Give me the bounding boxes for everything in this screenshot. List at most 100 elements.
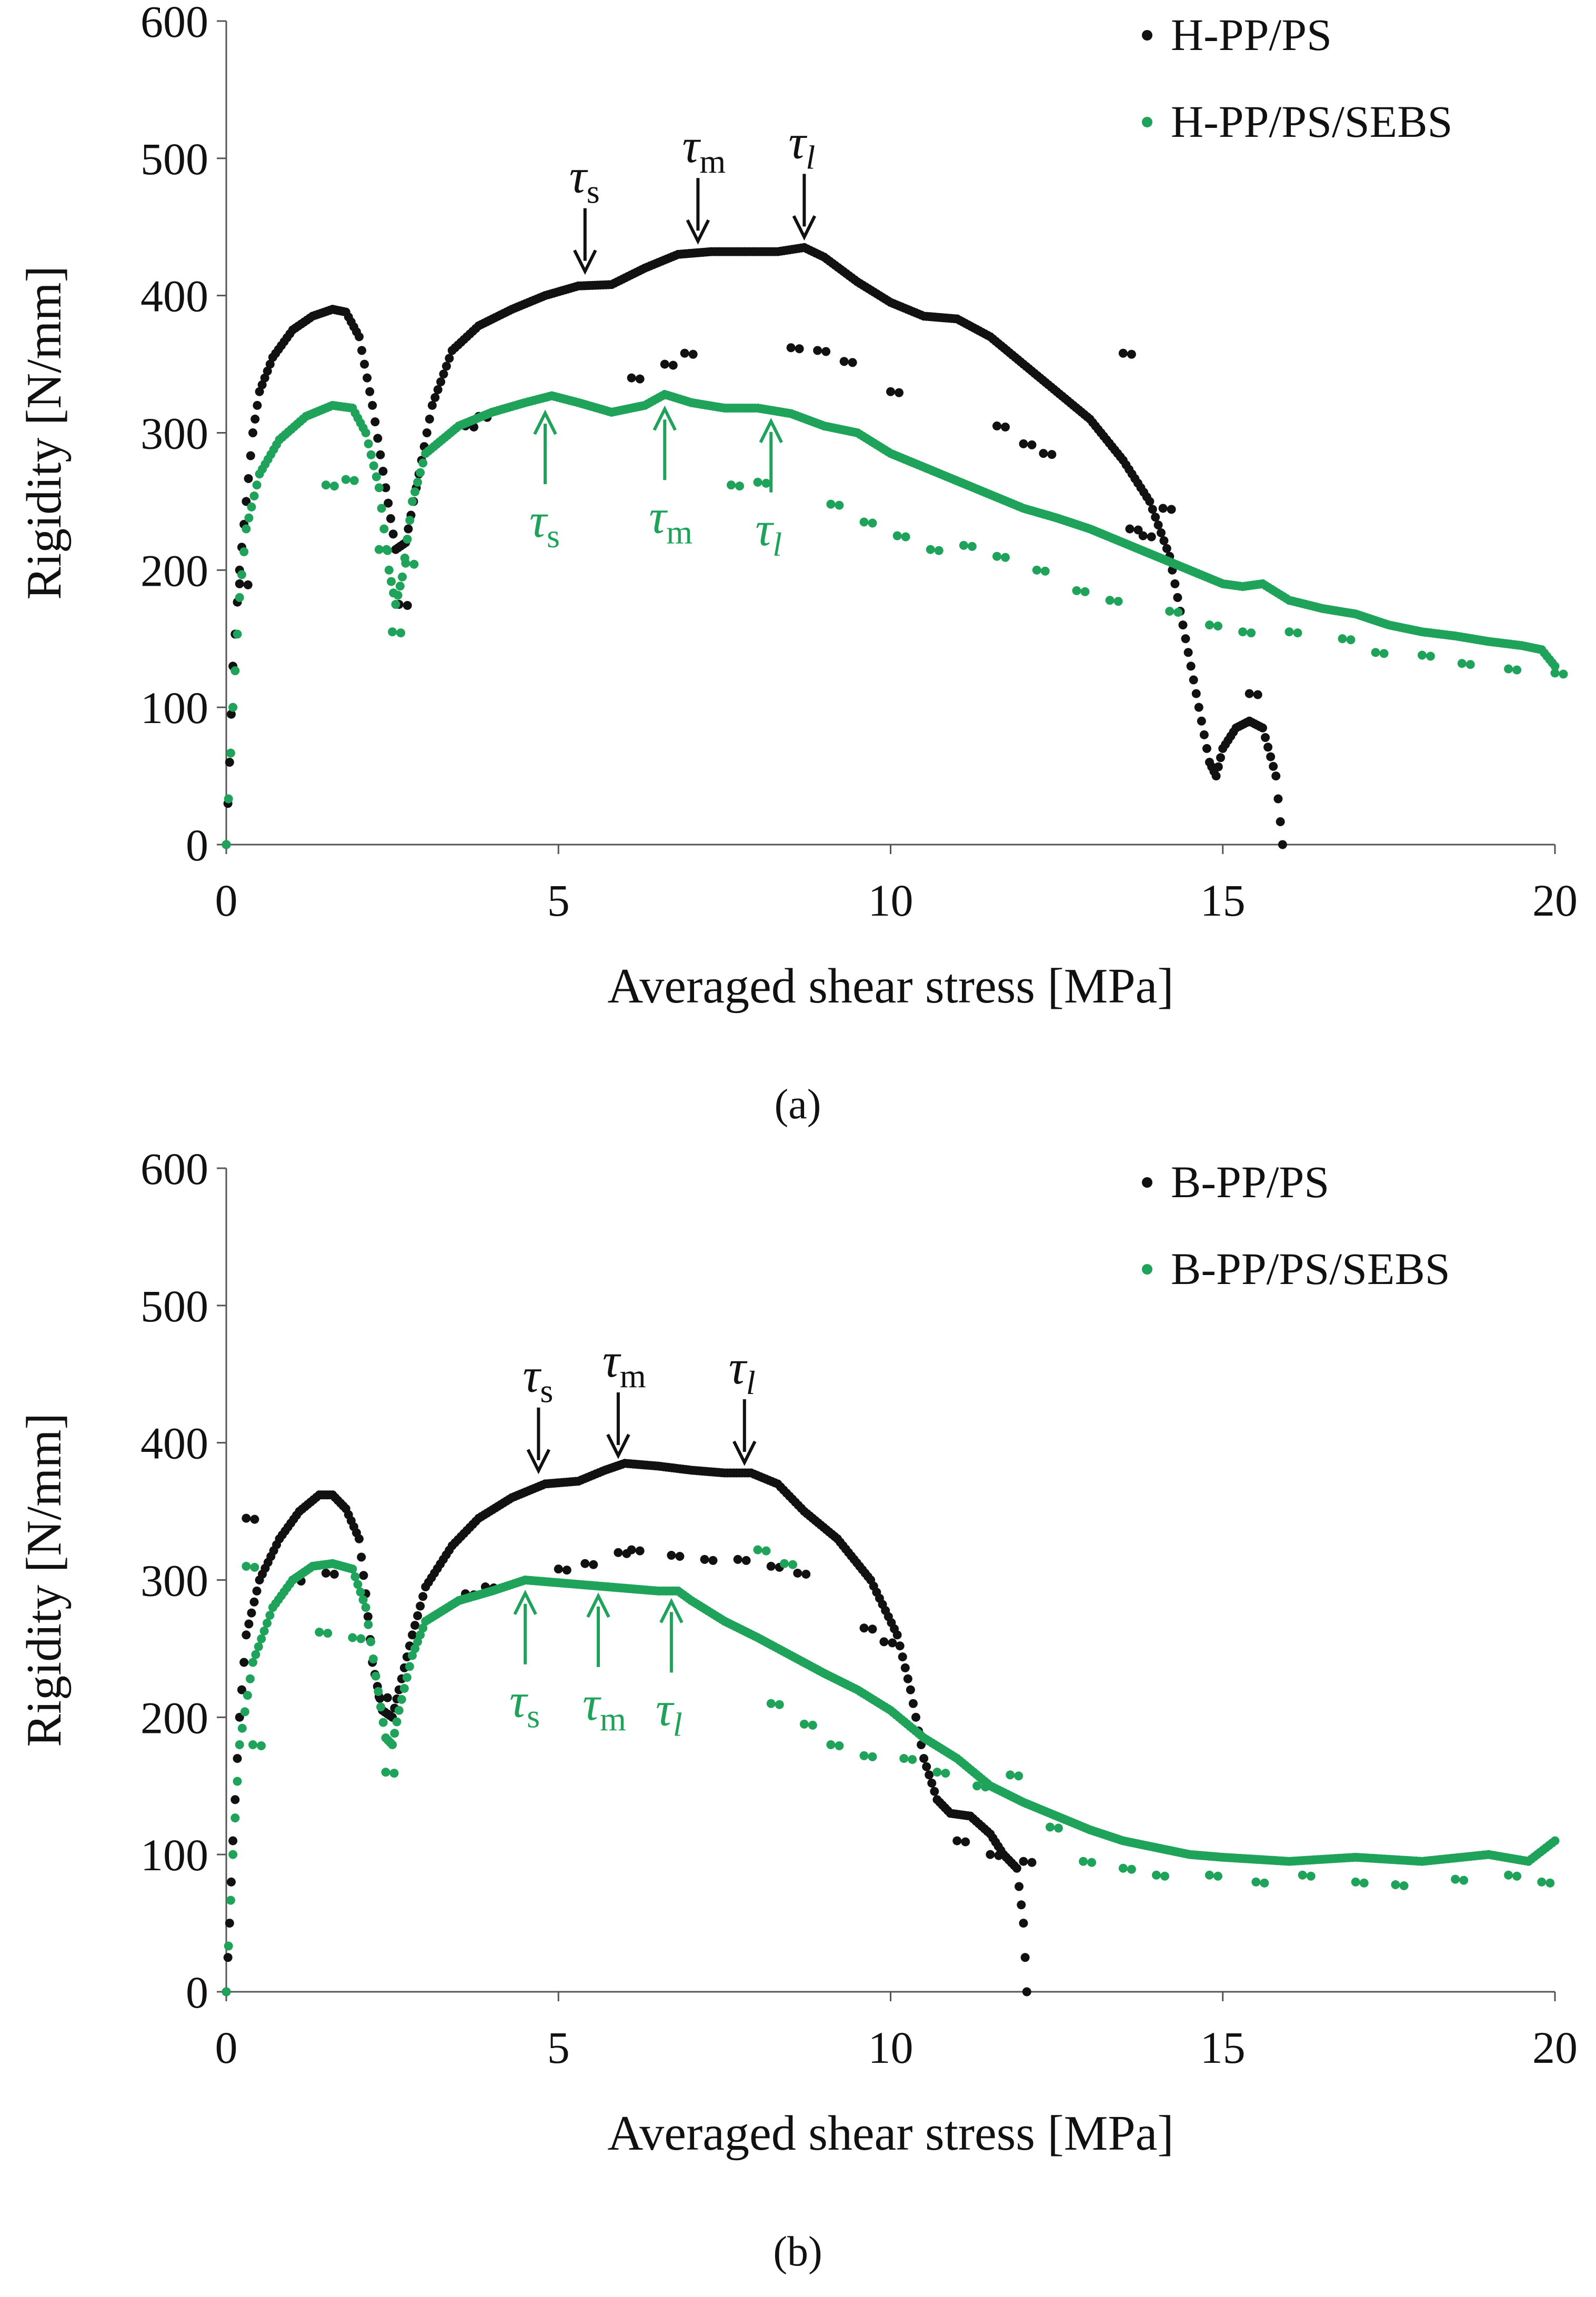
data-point [892, 1630, 902, 1640]
data-point [986, 1850, 995, 1859]
data-point [839, 357, 849, 366]
data-point [225, 758, 234, 767]
data-point [323, 1629, 333, 1638]
tau-symbol: τ [682, 119, 701, 173]
data-point [1263, 743, 1273, 752]
data-point [554, 1564, 563, 1574]
y-tick-label: 500 [140, 1281, 208, 1331]
data-point [1080, 587, 1090, 596]
y-tick-label: 200 [140, 545, 208, 596]
data-point [388, 1740, 397, 1749]
legend-marker [1142, 117, 1152, 127]
data-point [242, 1630, 251, 1640]
data-point [1113, 597, 1123, 606]
data-point [247, 502, 256, 511]
data-point [614, 1548, 623, 1557]
data-point [1306, 1871, 1316, 1881]
data-point [396, 628, 406, 638]
data-point [1512, 1871, 1522, 1881]
data-point [348, 1564, 357, 1574]
data-point [741, 1556, 751, 1565]
data-point [1145, 497, 1155, 506]
data-point [228, 1836, 238, 1845]
data-point [233, 629, 242, 639]
data-point [237, 1685, 246, 1694]
data-point [390, 1729, 399, 1738]
data-point [888, 1638, 897, 1648]
data-point [886, 387, 895, 396]
tau-subscript: s [527, 1698, 540, 1735]
data-point [401, 558, 410, 568]
data-point [727, 480, 736, 490]
tau-label-black: τm [603, 1333, 646, 1395]
y-tick-label: 100 [140, 1830, 208, 1880]
data-point [368, 1654, 378, 1663]
data-point [1170, 579, 1180, 588]
data-point [224, 1941, 233, 1951]
data-point [356, 1634, 366, 1643]
data-point [1014, 1771, 1023, 1781]
data-point [329, 482, 339, 491]
arrow-head [533, 409, 557, 435]
data-point [700, 1554, 709, 1564]
data-point [353, 1580, 363, 1589]
data-point [427, 400, 437, 410]
data-point [263, 1618, 272, 1628]
data-point [250, 414, 260, 424]
data-point [235, 579, 244, 588]
y-tick-label: 400 [140, 271, 208, 322]
data-point [1199, 730, 1209, 739]
tau-subscript: l [772, 526, 782, 563]
data-point [321, 480, 330, 490]
data-point [410, 487, 420, 497]
data-point [1151, 513, 1160, 522]
panel-b: 0 100 200 300 400 500 600 0 5 10 15 20 Averaged shea… [0, 1144, 1596, 2294]
data-point [248, 1658, 257, 1667]
legend-label: B-PP/PS/SEBS [1171, 1243, 1450, 1294]
data-point [1399, 1881, 1409, 1891]
arrow-head [759, 418, 783, 444]
data-point [1020, 1953, 1030, 1962]
data-point [361, 428, 370, 437]
tau-label-black: τl [788, 115, 815, 176]
data-point [927, 1779, 937, 1788]
data-point [1138, 531, 1148, 540]
data-point [660, 359, 669, 369]
data-point [1213, 762, 1223, 771]
data-point [892, 531, 902, 540]
data-point [959, 540, 968, 550]
data-point [898, 1652, 907, 1662]
data-point [1015, 1882, 1024, 1891]
data-point [244, 1619, 254, 1629]
data-point [357, 346, 367, 355]
tau-subscript: l [746, 1364, 756, 1401]
tau-symbol: τ [569, 149, 588, 203]
arrow-head [686, 219, 710, 245]
data-point [799, 1719, 809, 1729]
data-point [1158, 504, 1168, 513]
data-point [418, 1592, 428, 1601]
data-point [1012, 1863, 1021, 1873]
data-point [259, 1626, 269, 1636]
data-point [1550, 661, 1560, 671]
data-point [237, 570, 246, 579]
data-point [397, 1694, 406, 1704]
data-point [1047, 450, 1057, 459]
data-point [1039, 449, 1048, 458]
tau-label-green: τl [755, 502, 782, 563]
data-point [398, 572, 407, 581]
data-point [257, 1634, 266, 1643]
data-point [242, 1561, 251, 1571]
data-point [859, 1751, 869, 1760]
data-point [1247, 628, 1256, 638]
legend-marker [1142, 30, 1152, 41]
data-point [1426, 651, 1435, 661]
panel-label: (a) [775, 1081, 821, 1128]
data-point [1550, 1836, 1560, 1845]
data-point [381, 1768, 390, 1777]
data-point [967, 541, 977, 551]
data-point [376, 450, 385, 459]
data-point [248, 428, 257, 437]
data-point [1266, 752, 1276, 761]
data-point [244, 474, 253, 483]
